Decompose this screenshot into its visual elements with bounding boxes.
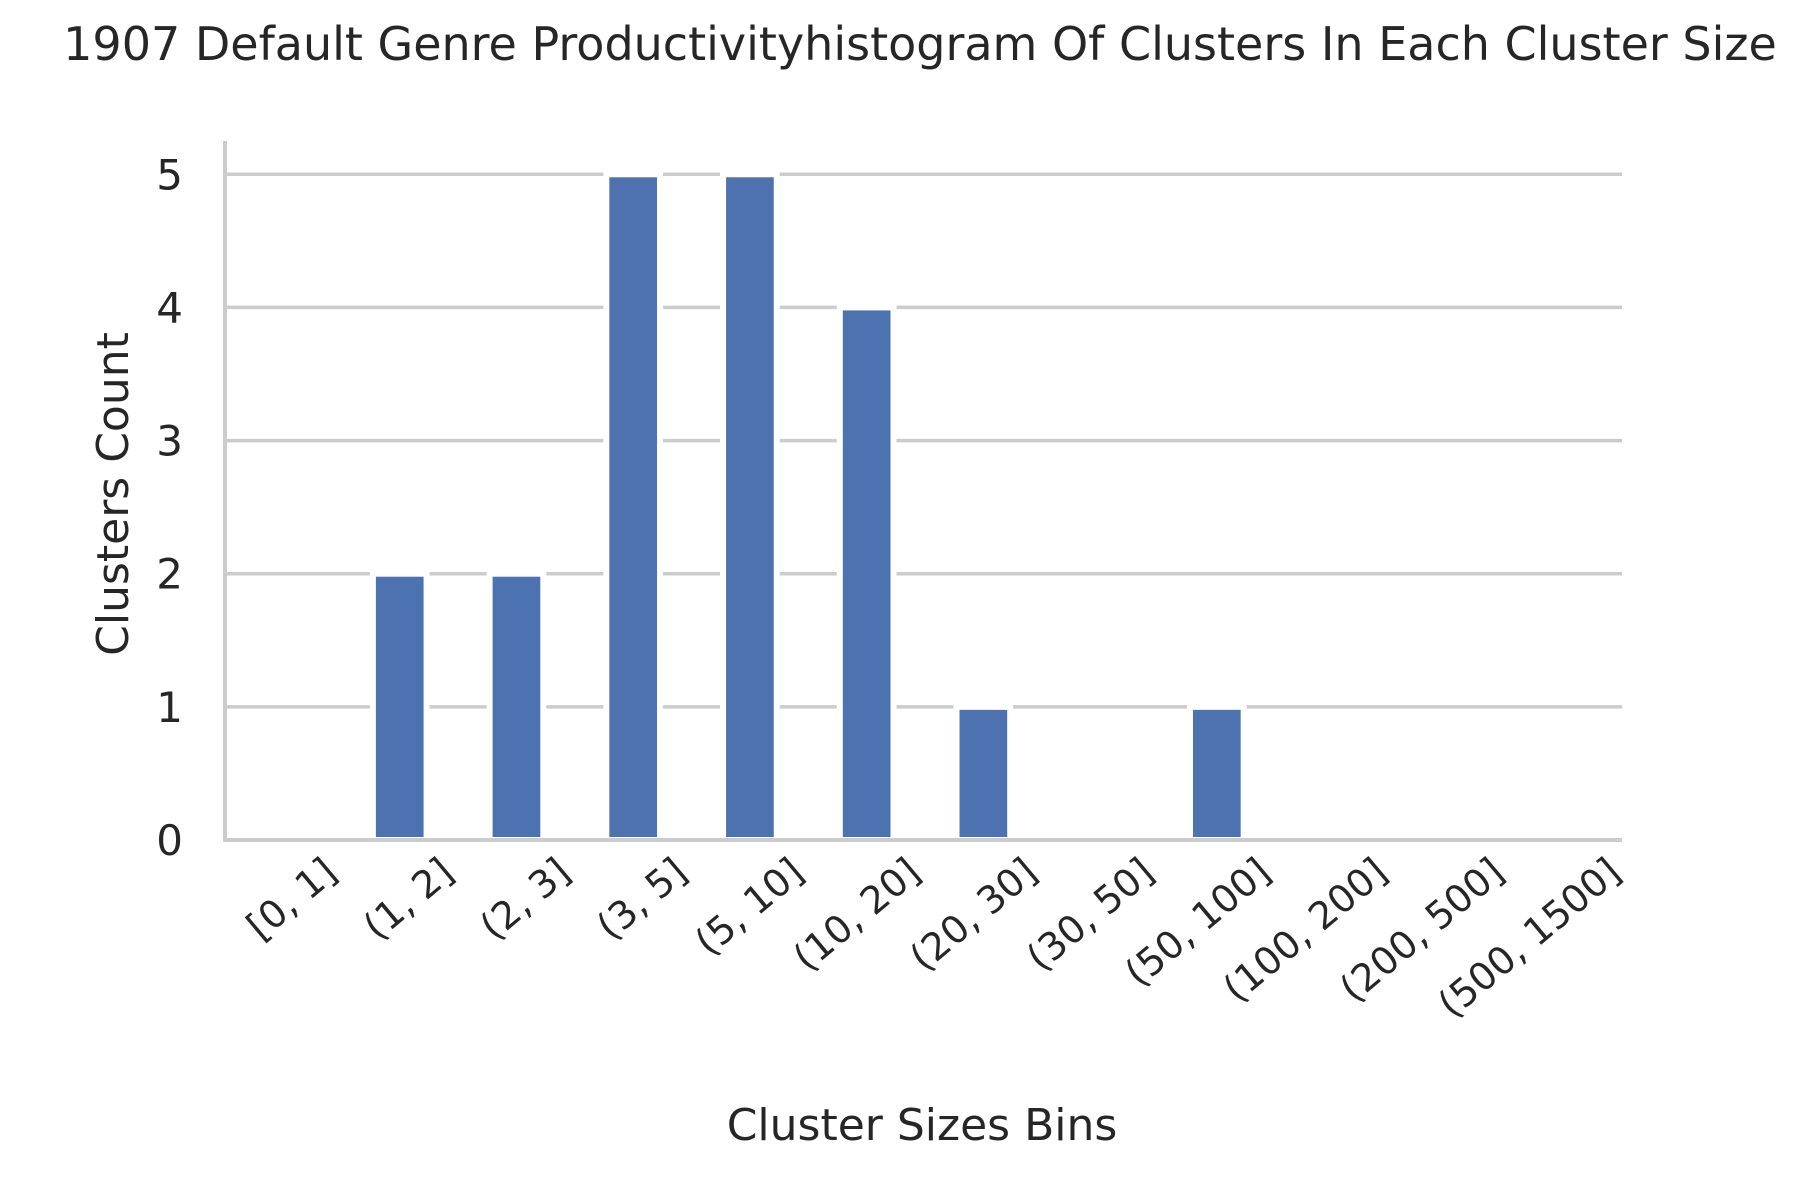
x-tick-label: (10, 20] xyxy=(785,849,929,979)
bar xyxy=(720,171,780,844)
x-tick-label: (1, 2] xyxy=(355,849,462,948)
chart-title: 1907 Default Genre Productivityhistogram… xyxy=(63,17,1777,71)
x-tick-label: (3, 5] xyxy=(588,849,695,948)
y-axis-label: Clusters Count xyxy=(88,332,139,656)
bar xyxy=(1186,703,1247,843)
bar xyxy=(369,570,430,843)
y-tick-label: 5 xyxy=(156,150,183,199)
x-tick-label: (2, 3] xyxy=(472,849,579,948)
bar xyxy=(486,570,547,843)
grid-lines xyxy=(225,172,1622,709)
axes xyxy=(223,141,1622,842)
bar xyxy=(603,171,664,844)
x-tick-label: [0, 1] xyxy=(238,849,345,948)
y-tick-label: 2 xyxy=(156,550,183,599)
y-tick-label: 3 xyxy=(156,417,183,466)
x-axis-label: Cluster Sizes Bins xyxy=(727,1100,1118,1151)
x-tick-labels: [0, 1] (1, 2] (2, 3] (3, 5](5, 10](10, 20](… xyxy=(238,849,1629,1026)
x-tick-label: (20, 30] xyxy=(902,849,1046,979)
y-tick-label: 0 xyxy=(156,816,183,865)
bar xyxy=(953,703,1014,843)
y-tick-label: 1 xyxy=(156,683,183,732)
bars xyxy=(369,171,1247,844)
y-tick-labels: 0 1 2 3 4 5 xyxy=(156,150,183,865)
y-tick-label: 4 xyxy=(156,283,183,332)
bar xyxy=(836,304,897,843)
